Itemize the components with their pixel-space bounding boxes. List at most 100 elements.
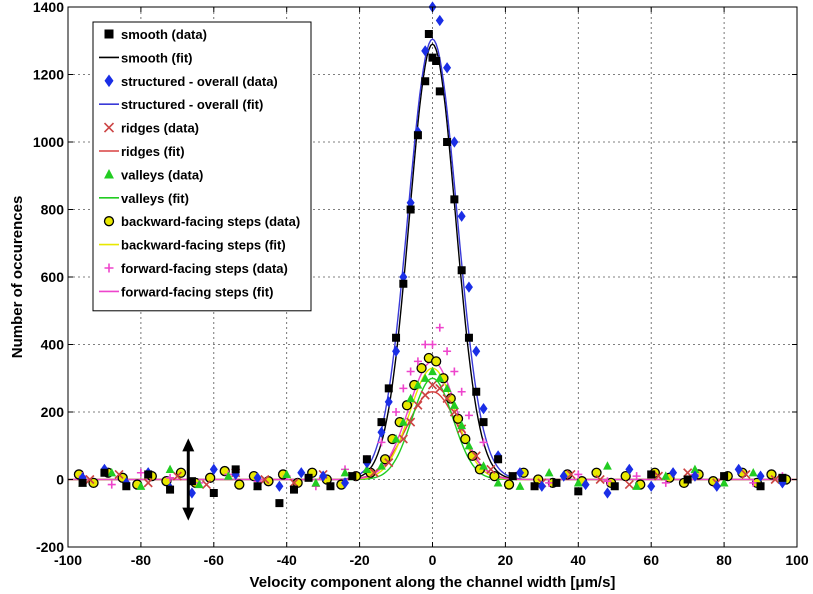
- data-point: [122, 482, 131, 491]
- data-point: [595, 474, 605, 485]
- data-point: [479, 461, 488, 470]
- series-markers: [78, 30, 787, 508]
- data-point: [457, 266, 466, 275]
- data-point: [384, 396, 393, 408]
- data-point: [435, 373, 445, 382]
- legend-swatch: [103, 122, 115, 133]
- data-point: [559, 470, 568, 482]
- data-point: [486, 464, 496, 474]
- data-point: [432, 57, 441, 65]
- data-point: [398, 434, 408, 444]
- data-point: [472, 345, 481, 357]
- data-point: [377, 426, 386, 438]
- data-point: [464, 440, 474, 450]
- data-point: [552, 478, 561, 487]
- data-point: [136, 481, 146, 490]
- tick-labels: -100 -80 -60 -40 -20 0 20 40 60 80 100-20002004006…: [33, 0, 809, 568]
- data-point: [748, 467, 758, 477]
- data-point: [493, 478, 503, 487]
- y-tick-label: 600: [41, 269, 65, 285]
- data-point: [778, 473, 787, 482]
- data-point: [545, 478, 554, 487]
- data-point: [647, 470, 656, 479]
- data-point: [712, 480, 721, 492]
- data-point: [443, 138, 452, 146]
- data-point: [406, 367, 415, 376]
- legend-swatch: [104, 74, 114, 88]
- data-point: [209, 489, 218, 497]
- data-point: [136, 468, 145, 477]
- data-point: [413, 357, 422, 366]
- data-point: [392, 345, 401, 357]
- data-point: [537, 480, 546, 492]
- data-point: [341, 477, 350, 489]
- x-tick-label: 20: [498, 552, 514, 568]
- legend-label: forward-facing steps (fit): [121, 284, 273, 299]
- data-point: [428, 366, 437, 376]
- data-point: [770, 474, 780, 485]
- data-point: [719, 478, 729, 487]
- data-point: [384, 458, 394, 468]
- data-point: [187, 487, 196, 499]
- data-point: [326, 482, 335, 491]
- data-point: [289, 485, 298, 494]
- y-tick-label: 0: [56, 472, 64, 488]
- data-point: [392, 408, 401, 416]
- annotation-arrow: [182, 438, 195, 521]
- data-point: [166, 473, 175, 482]
- data-point: [450, 195, 459, 204]
- data-point: [194, 479, 204, 489]
- data-point: [472, 387, 481, 396]
- data-point: [165, 464, 175, 473]
- data-point: [720, 472, 729, 481]
- x-tick-label: 60: [643, 552, 659, 568]
- legend-label: ridges (data): [121, 121, 199, 136]
- data-point: [661, 471, 671, 480]
- data-point: [464, 333, 473, 342]
- data-point: [421, 340, 430, 349]
- data-point: [442, 383, 452, 392]
- x-tick-label: -20: [349, 552, 369, 568]
- data-point: [450, 367, 459, 376]
- data-point: [114, 469, 124, 480]
- data-point: [205, 472, 216, 483]
- data-point: [377, 418, 386, 427]
- fit-line: [68, 360, 797, 481]
- data-point: [231, 465, 240, 474]
- data-point: [377, 438, 386, 447]
- data-point: [766, 469, 777, 480]
- data-point: [494, 455, 503, 464]
- data-point: [406, 417, 416, 427]
- data-point: [430, 356, 442, 367]
- data-point: [223, 471, 233, 480]
- data-point: [452, 413, 464, 424]
- data-point: [209, 463, 218, 475]
- data-point: [756, 470, 765, 482]
- y-tick-label: 1000: [33, 134, 64, 150]
- legend: smooth (data) smooth (fit) structured - ov…: [92, 21, 312, 312]
- data-point: [424, 30, 433, 38]
- data-point: [275, 499, 284, 508]
- data-point: [624, 479, 634, 490]
- legend-label: valleys (fit): [121, 191, 189, 206]
- data-point: [756, 482, 765, 491]
- x-tick-label: -100: [54, 552, 82, 568]
- data-point: [348, 472, 357, 481]
- data-point: [421, 77, 430, 86]
- data-point: [471, 451, 481, 461]
- data-point: [435, 323, 444, 332]
- y-tick-label: 400: [41, 337, 65, 353]
- data-point: [319, 470, 328, 482]
- x-tick-label: 100: [785, 552, 809, 568]
- data-point: [282, 469, 292, 479]
- y-tick-label: 1200: [33, 67, 64, 83]
- data-point: [457, 387, 466, 396]
- legend-swatch: [103, 216, 115, 227]
- data-point: [530, 482, 539, 491]
- x-tick-label: 80: [716, 552, 732, 568]
- data-point: [435, 87, 444, 96]
- data-point: [573, 478, 583, 487]
- data-point: [85, 474, 95, 485]
- data-point: [416, 362, 427, 374]
